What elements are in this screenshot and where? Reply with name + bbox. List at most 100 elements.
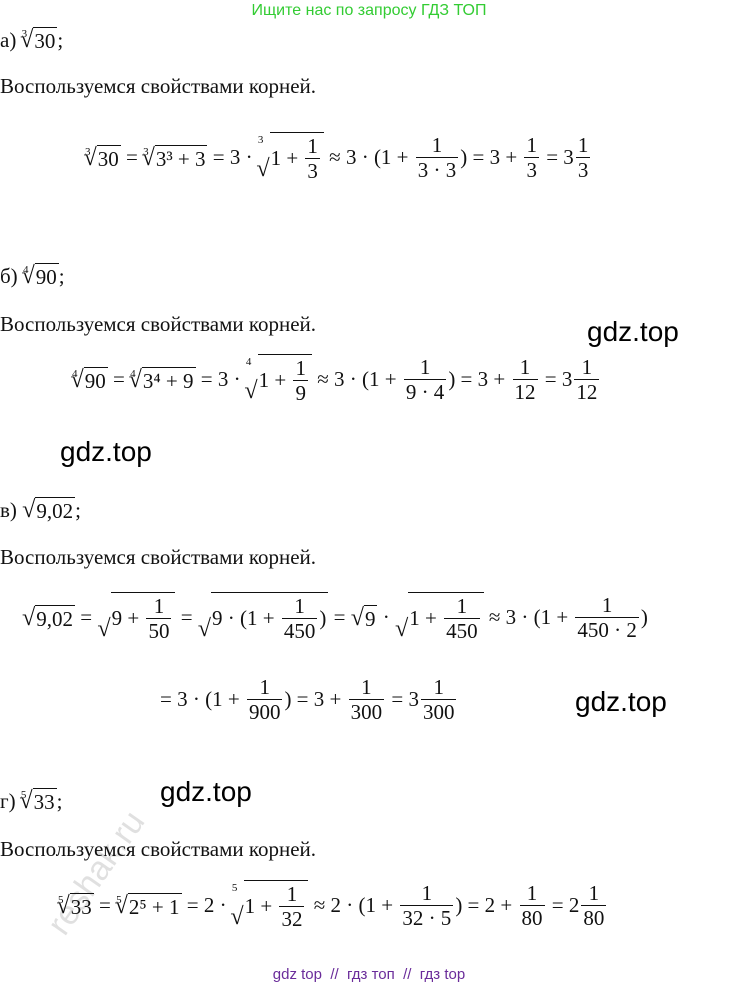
denominator: 300 [348,699,385,725]
radicand: 30 [33,27,58,54]
math-text: 1 + [244,894,278,919]
math-text: ) = 3 + [460,145,523,170]
radical-sign: √ [19,787,33,814]
task-label: б) [0,263,18,288]
fraction: 1 450 · 2 [575,593,639,642]
radical: 5 √ 1 + 1 32 [230,880,309,932]
math-text: ; [56,788,63,813]
numerator: 1 [421,881,433,905]
radical: 5 √ 2⁵ + 1 [114,891,182,920]
radical-sign: √ [56,891,70,919]
denominator: 3 [305,158,320,184]
numerator: 1 [153,594,165,618]
math-text: = 3 [540,145,574,170]
root-index: 3 [85,145,91,158]
radicand: 3⁴ + 9 [141,366,196,394]
radical-sign: √ [21,262,35,289]
radical-sign: √ [128,365,142,393]
radicand: 9 + 1 50 [110,592,176,643]
math-text: = 2 · [181,893,232,918]
root-index: 4 [72,367,78,380]
radical-sign: √ [83,143,97,171]
radicand: 1 + 1 450 [408,592,484,644]
math-text: 9,02 [36,499,74,523]
denominator: 9 [293,380,308,406]
math-text: ≈ 3 · (1 + [323,145,414,170]
math-text: ≈ 3 · (1 + [311,367,402,392]
radical-sign: √ [114,891,128,919]
fraction: 1 300 [420,675,457,724]
radical-sign: √ [197,615,212,643]
numerator: 1 [361,675,372,699]
numerator: 1 [577,133,589,157]
radical: 3 √ 30 [20,26,58,54]
radicand: 9 [363,604,378,632]
task: б) 4 √ 90; [0,262,65,290]
math-text: 3⁴ + 9 [142,368,194,393]
math-text: 9 + [111,606,145,631]
fraction: 1 450 [281,594,318,644]
radical-sign: √ [244,377,258,405]
radical-sign: √ [20,26,34,53]
numerator: 1 [526,133,537,157]
numerator: 1 [294,594,305,618]
radicand: 2⁵ + 1 [127,892,182,920]
numerator: 1 [588,881,600,905]
radicand: 9,02 [35,604,75,632]
radicand: 1 + 1 32 [243,880,309,932]
watermark: gdz.top [587,316,679,347]
math-text: ≈ 2 · (1 + [308,893,399,918]
watermark: gdz.top [60,436,152,467]
fraction: 1 900 [246,675,283,724]
denominator: 3 [575,157,591,183]
fraction: 1 300 [348,675,385,725]
math-text: ; [58,263,65,288]
math-text: = [93,893,117,918]
fraction: 1 12 [512,355,538,404]
task-label: в) [0,497,17,522]
denominator: 450 [444,618,480,644]
radicand: 30 [96,144,121,172]
watermark: gdz.top [575,686,667,717]
fraction: 1 80 [581,881,607,931]
denominator: 80 [581,905,607,931]
numerator: 1 [526,881,538,905]
math-text: 3³ + 3 [155,146,206,171]
math-text: = [107,367,131,392]
method: Воспользуемся свойствами корней. [0,74,317,98]
formula: 5 √ 33 = 5 √ 2⁵ + 1 = 2 · 5 √ 1 + 1 32 ≈ 2 · (1… [56,880,608,932]
radical: √ 9,02 [22,496,76,524]
task: в) √ 9,02; [0,496,81,524]
math-text: ; [57,27,64,52]
denominator: 450 [281,618,318,644]
numerator: 1 [419,355,431,379]
fraction: 1 50 [146,594,172,643]
math-text: = 2 [546,893,580,918]
math-text: = [120,145,144,170]
radical-sign: √ [22,496,36,523]
math-text: ) = 3 + [448,367,511,392]
math-text: 30 [34,29,56,53]
radical: 3 √ 30 [83,143,121,172]
root-index: 4 [245,356,252,368]
denominator: 32 · 5 [400,905,454,931]
radical-sign: √ [70,365,84,393]
method: Воспользуемся свойствами корней. [0,837,317,861]
denominator: 32 [279,906,305,932]
task-label: г) [0,788,16,813]
math-text: · [377,605,395,630]
radical-sign: √ [22,603,36,631]
radical-sign: √ [350,603,364,631]
math-text: 90 [84,368,106,393]
math-text: = 3 · (1 + [160,687,245,712]
root-index: 3 [257,134,264,146]
root-index: 4 [22,264,29,276]
math-text: ) = 3 + [284,687,347,712]
